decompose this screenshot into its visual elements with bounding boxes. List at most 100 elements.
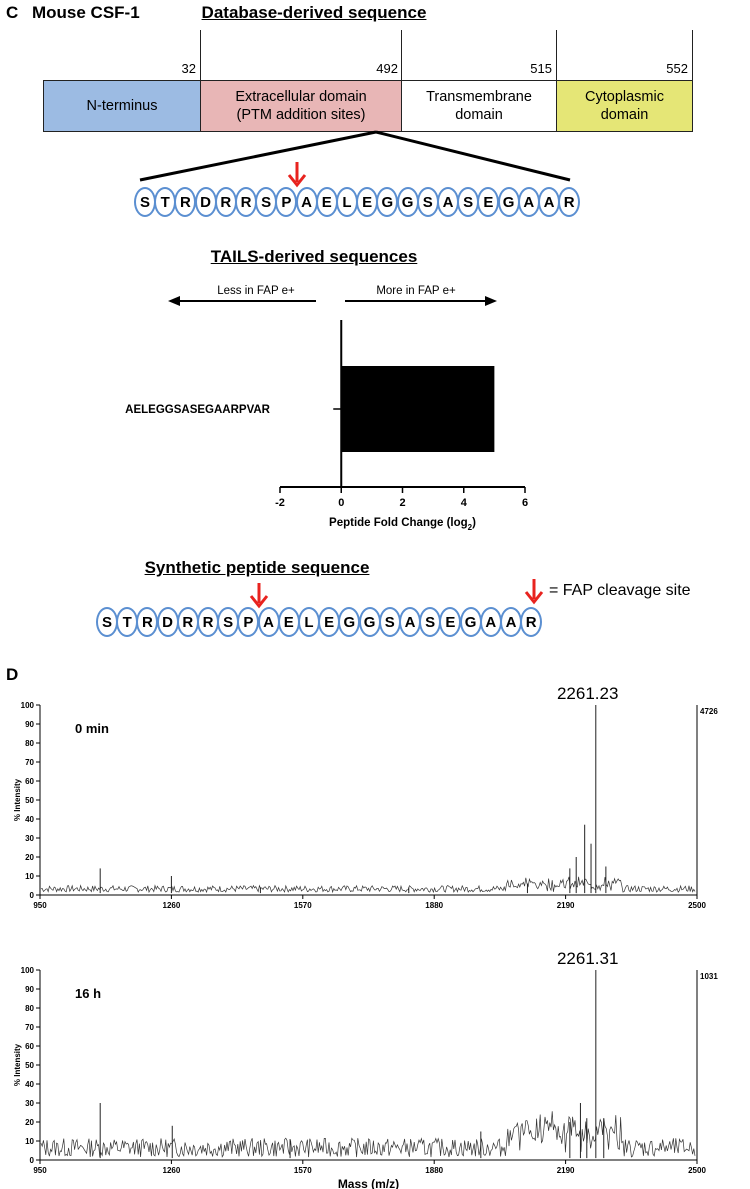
x-tick-label: 2 [399,497,405,509]
boundary-line-492 [401,30,402,82]
x-tick-label: 2190 [557,901,575,910]
amino-acid-residue: S [457,187,480,217]
max-count-label: 4726 [700,707,718,716]
domain-extracellular: Extracellular domain (PTM addition sites… [200,80,402,132]
amino-acid-residue: G [396,187,419,217]
panel-d-letter: D [6,665,19,684]
amino-acid-residue: G [358,607,381,637]
amino-acid-residue: D [156,607,179,637]
max-count-label: 1031 [700,972,718,981]
amino-acid-residue: T [154,187,177,217]
zoom-line-left [139,130,377,182]
boundary-number: 32 [181,61,196,76]
y-tick-label: 100 [21,966,35,975]
database-section-title: Database-derived sequence [201,3,427,22]
y-tick-label: 50 [25,796,34,805]
y-tick-label: 40 [25,815,34,824]
y-tick-label: 0 [30,1156,35,1165]
x-tick-label: 0 [338,497,344,509]
y-tick-label: 70 [25,1023,34,1032]
domain-label: N-terminus [86,98,158,114]
y-tick-label: 100 [21,701,35,710]
amino-acid-residue: E [277,607,300,637]
amino-acid-residue: S [378,607,401,637]
y-tick-label: 20 [25,1118,34,1127]
y-tick-label: 70 [25,758,34,767]
domain-n-terminus: N-terminus [43,80,201,132]
cleavage-arrow-top [287,162,307,188]
y-axis-label: % Intensity [13,1043,22,1086]
less-label: Less in FAP e+ [217,285,295,297]
y-tick-label: 0 [30,891,35,900]
amino-acid-residue: R [214,187,237,217]
y-tick-label: 30 [25,1099,34,1108]
amino-acid-residue: A [538,187,560,217]
amino-acid-residue: A [479,607,502,637]
amino-acid-residue: G [338,607,361,637]
amino-acid-residue: P [275,187,298,217]
synthetic-section-title: Synthetic peptide sequence [144,558,370,577]
amino-acid-residue: T [116,607,139,637]
boundary-line-515 [556,30,557,82]
panel-c-letter: C [6,3,19,22]
y-tick-label: 30 [25,834,34,843]
amino-acid-residue: P [237,607,260,637]
amino-acid-residue: E [318,607,341,637]
legend-arrow [524,579,544,605]
amino-acid-residue: E [439,607,462,637]
x-tick-label: 1260 [163,1166,181,1175]
domain-label: Extracellular domain (PTM addition sites… [235,89,367,123]
less-arrow [168,296,316,306]
spectrum-trace [40,876,696,894]
more-label: More in FAP e+ [376,285,456,297]
time-annotation: 0 min [75,721,109,736]
spectrum-16h: 0 10 20 30 40 50 60 70 80 90 100 950 1260 1570 1880 219… [13,949,718,1189]
y-axis-label: % Intensity [13,778,22,821]
amino-acid-residue: S [419,607,442,637]
fold-change-bar [341,366,495,452]
boundary-line-32 [200,30,201,82]
amino-acid-residue: A [257,607,280,637]
tails-section-title: TAILS-derived sequences [210,247,418,266]
x-tick-label: 1570 [294,1166,312,1175]
x-tick-label: 1260 [163,901,181,910]
amino-acid-residue: A [437,187,459,217]
x-tick-label: 1880 [425,1166,443,1175]
y-tick-label: 10 [25,1137,34,1146]
amino-acid-residue: L [298,607,320,637]
x-axis-label: Mass (m/z) [338,1177,399,1189]
panel-c-title: Mouse CSF-1 [32,3,140,22]
amino-acid-residue: R [174,187,197,217]
domain-cytoplasmic: Cytoplasmic domain [556,80,693,132]
legend-text: = FAP cleavage site [549,582,691,599]
boundary-number: 552 [666,61,688,76]
peak-mass-label: 2261.31 [557,949,618,968]
y-tick-label: 80 [25,1004,34,1013]
y-tick-label: 60 [25,777,34,786]
x-tick-label: 6 [522,497,528,509]
x-tick-label: 1570 [294,901,312,910]
amino-acid-residue: G [376,187,399,217]
domain-label: Transmembrane domain [426,89,532,123]
zoom-line-right [375,130,571,182]
cleavage-arrow-synthetic [249,583,269,609]
x-tick-label: 950 [33,1166,47,1175]
amino-acid-residue: A [500,607,522,637]
y-tick-label: 40 [25,1080,34,1089]
amino-acid-residue: R [136,607,159,637]
x-tick-label: 2500 [688,1166,706,1175]
amino-acid-residue: R [197,607,219,637]
spectrum-0min: 0 10 20 30 40 50 60 70 80 90 100 950 1260 1570 1880 219… [13,684,718,910]
x-tick-label: 1880 [425,901,443,910]
fold-change-chart: AELEGGSASEGAARPVAR -2 0 2 4 6 Peptide Fold Cha… [125,320,528,532]
amino-acid-residue: A [295,187,318,217]
more-arrow [345,296,497,306]
amino-acid-residue: R [176,607,199,637]
y-tick-label: 90 [25,720,34,729]
boundary-line-552 [692,30,693,82]
y-tick-label: 50 [25,1061,34,1070]
boundary-number: 492 [376,61,398,76]
x-tick-label: -2 [275,497,285,509]
amino-acid-residue: S [217,607,240,637]
